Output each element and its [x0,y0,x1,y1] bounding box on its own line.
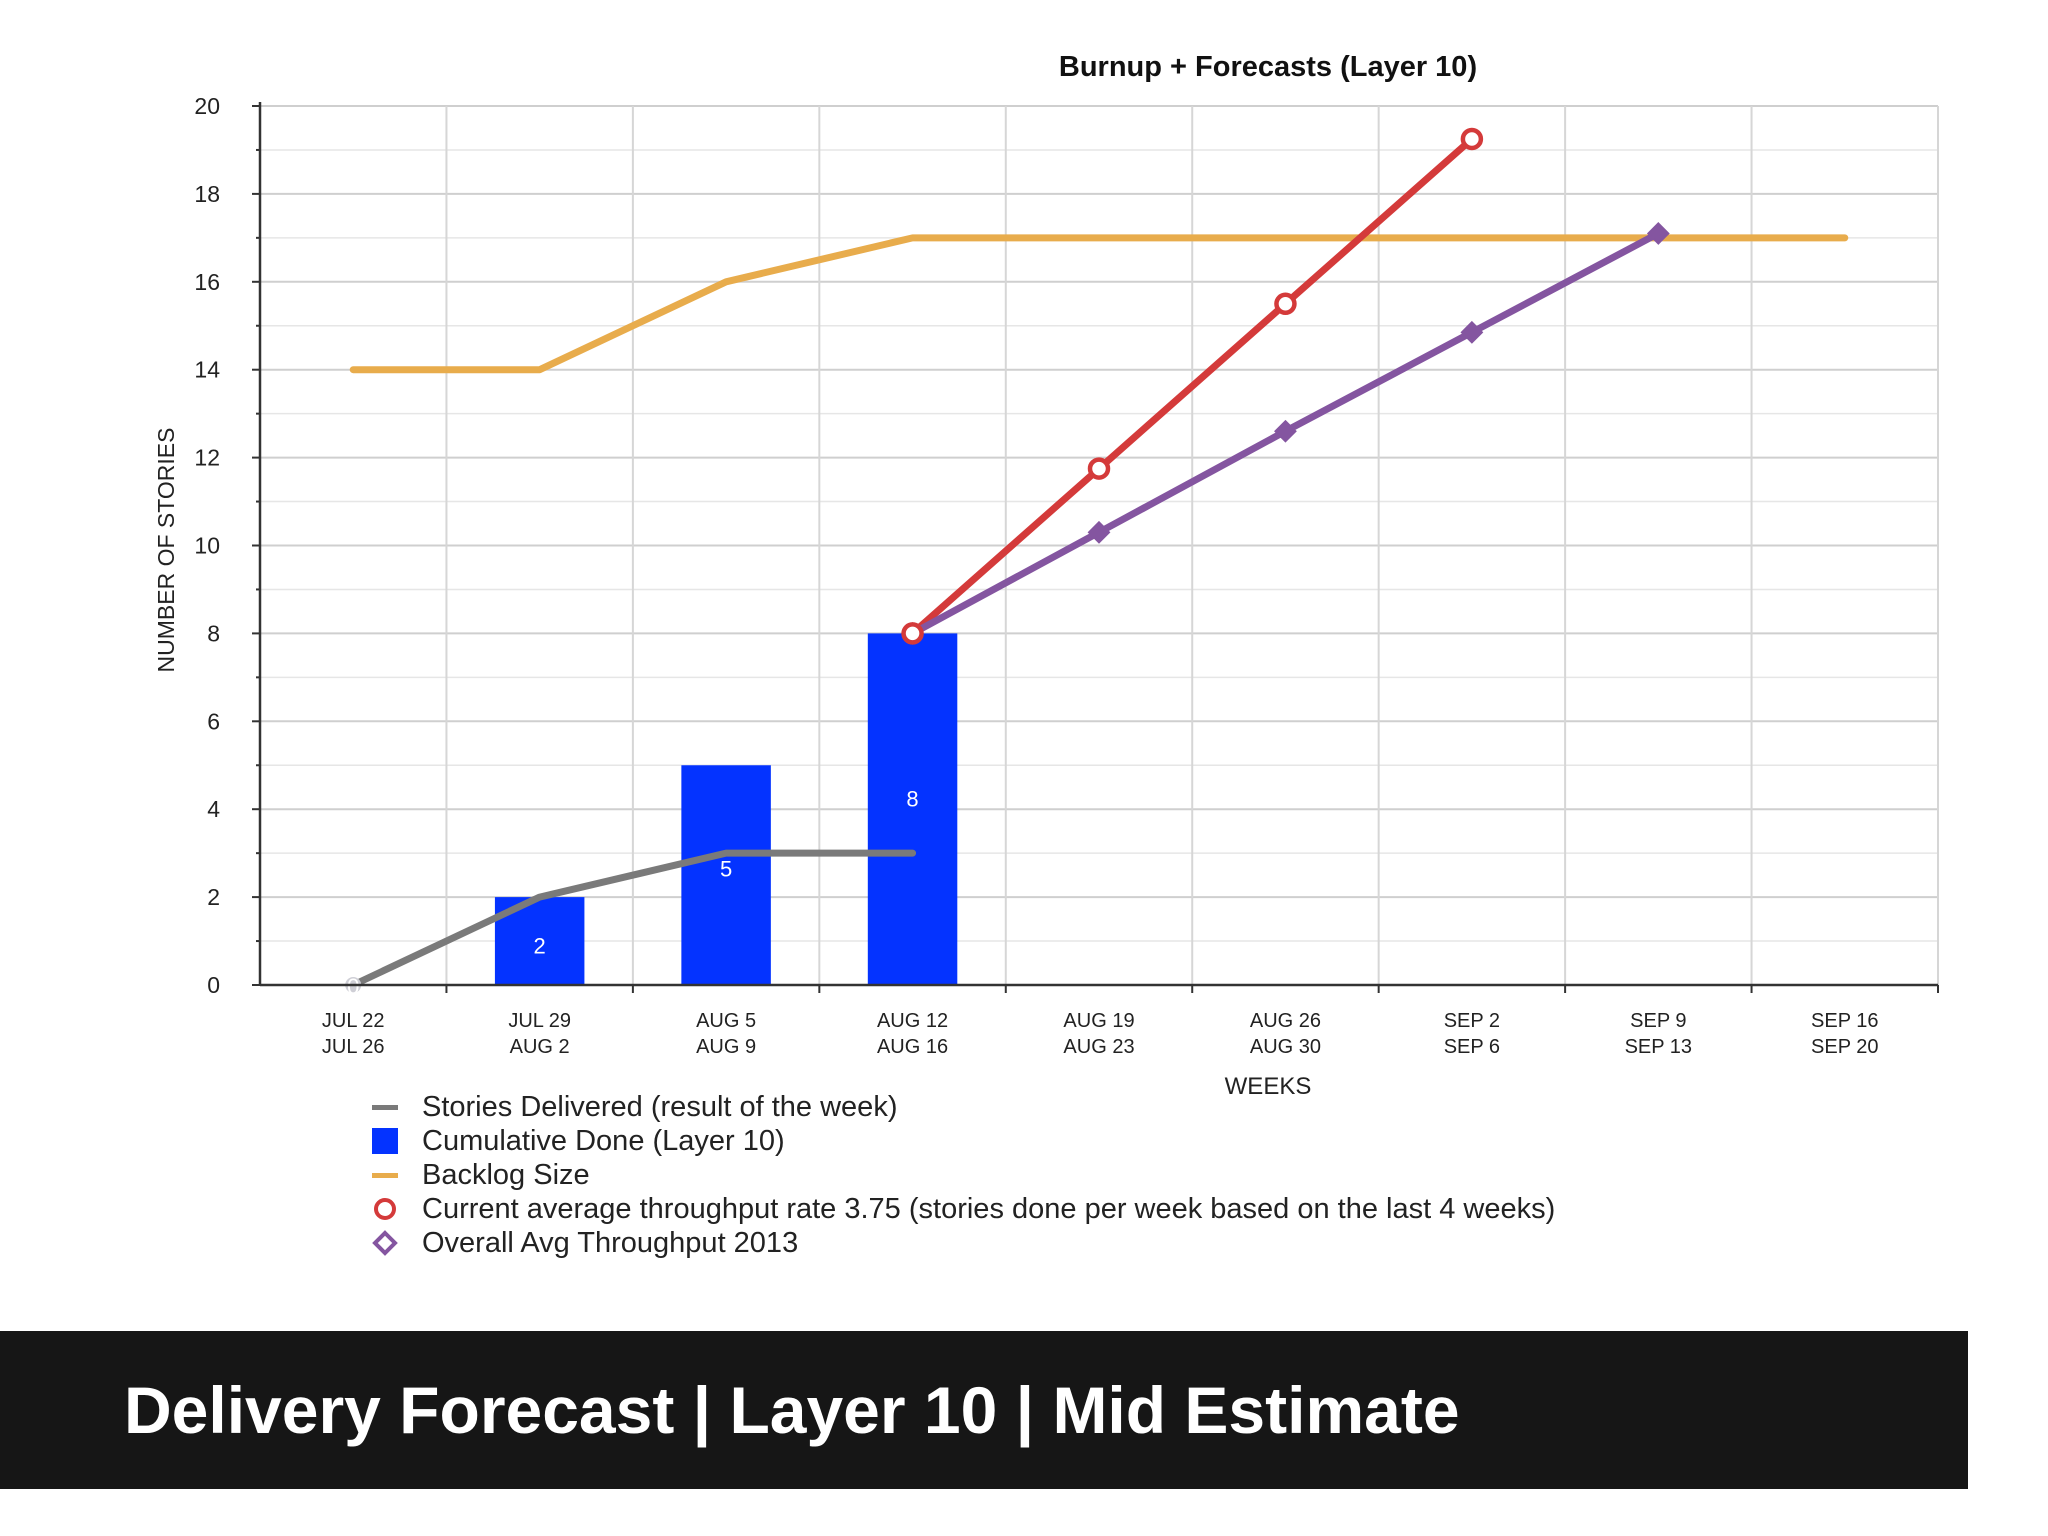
circle-marker [1274,292,1297,316]
legend-label: Cumulative Done (Layer 10) [422,1124,785,1157]
x-tick-label: AUG 9 [696,1036,756,1058]
bar [681,765,771,985]
x-tick-label: SEP 16 [1811,1010,1878,1032]
diamond-marker [1274,419,1297,443]
diamond-marker [1460,320,1484,344]
data-label: 2 [534,933,546,958]
data-label: 5 [720,857,732,882]
x-tick-label: SEP 6 [1444,1036,1500,1058]
legend-swatch-gray-line [370,1092,400,1122]
data-labels: 0 2 5 8 [345,787,919,999]
y-tick-label: 16 [194,269,220,295]
legend: Stories Delivered (result of the week) C… [370,1090,1555,1260]
data-label: 8 [906,787,918,812]
x-tick-label: AUG 19 [1063,1010,1134,1032]
y-tick-label: 4 [207,796,220,822]
markers [901,127,1670,645]
circle-marker [1460,127,1484,151]
x-tick-label: AUG 5 [696,1010,756,1032]
lines [349,135,1849,989]
x-tick-label: JUL 29 [508,1010,571,1032]
chart-title: Burnup + Forecasts (Layer 10) [1059,51,1477,83]
legend-swatch-orange-line [370,1160,400,1190]
legend-item-backlog-size: Backlog Size [370,1158,1555,1192]
y-tick-label: 10 [194,533,220,559]
y-tick-label: 2 [207,884,220,910]
circle-marker [901,622,924,645]
x-tick-label: AUG 2 [510,1036,570,1058]
x-tick-label: JUL 26 [322,1036,385,1058]
grid [260,105,1939,985]
x-tick-label: SEP 9 [1630,1010,1686,1032]
diamond-marker [1087,520,1111,544]
y-axis-label: NUMBER OF STORIES [153,428,179,673]
x-tick-label: SEP 13 [1625,1036,1692,1058]
diamond-marker [1646,222,1670,245]
x-tick-label: AUG 30 [1250,1036,1321,1058]
y-tick-label: 14 [194,357,220,383]
diamond-marker-icon [370,1228,400,1258]
legend-item-overall-throughput: Overall Avg Throughput 2013 [370,1226,1555,1260]
x-tick-label: AUG 12 [877,1010,948,1032]
legend-item-current-throughput: Current average throughput rate 3.75 (st… [370,1192,1555,1226]
bars [494,633,958,985]
x-tick-label: AUG 26 [1250,1010,1321,1032]
legend-label: Overall Avg Throughput 2013 [422,1226,799,1259]
y-tick-label: 6 [207,708,220,734]
legend-swatch-blue-square [370,1126,400,1156]
burnup-chart: 0 2 5 8 0 2 4 6 8 10 12 14 16 18 20 JUL 22 JUL 26 JUL 29… [153,51,1939,1100]
y-tick-label: 0 [207,972,220,998]
x-tick-label: AUG 23 [1063,1036,1134,1058]
x-tick-label: SEP 20 [1811,1036,1878,1058]
circle-marker-icon [370,1194,400,1224]
y-tick-label: 12 [194,445,220,471]
y-tick-label: 8 [207,620,220,646]
series-line [349,234,1849,374]
x-tick-label: SEP 2 [1444,1010,1500,1032]
circle-marker [1087,457,1111,480]
data-label: 0 [347,974,359,999]
legend-item-cumulative-done: Cumulative Done (Layer 10) [370,1124,1555,1158]
y-tick-label: 20 [194,93,220,119]
bar [867,633,958,985]
y-tick-label: 18 [194,181,220,207]
legend-label: Stories Delivered (result of the week) [422,1090,898,1123]
x-axis-label: WEEKS [1225,1073,1312,1100]
series-line [349,849,917,989]
caption-title: Delivery Forecast | Layer 10 | Mid Estim… [124,1373,1460,1447]
series-line [909,135,1476,637]
legend-label: Backlog Size [422,1158,590,1191]
x-tick-label: JUL 22 [322,1010,385,1032]
caption-bar: Delivery Forecast | Layer 10 | Mid Estim… [0,1331,1968,1489]
x-tick-label: AUG 16 [877,1036,948,1058]
legend-label: Current average throughput rate 3.75 (st… [422,1192,1556,1225]
legend-item-stories-delivered: Stories Delivered (result of the week) [370,1090,1555,1124]
